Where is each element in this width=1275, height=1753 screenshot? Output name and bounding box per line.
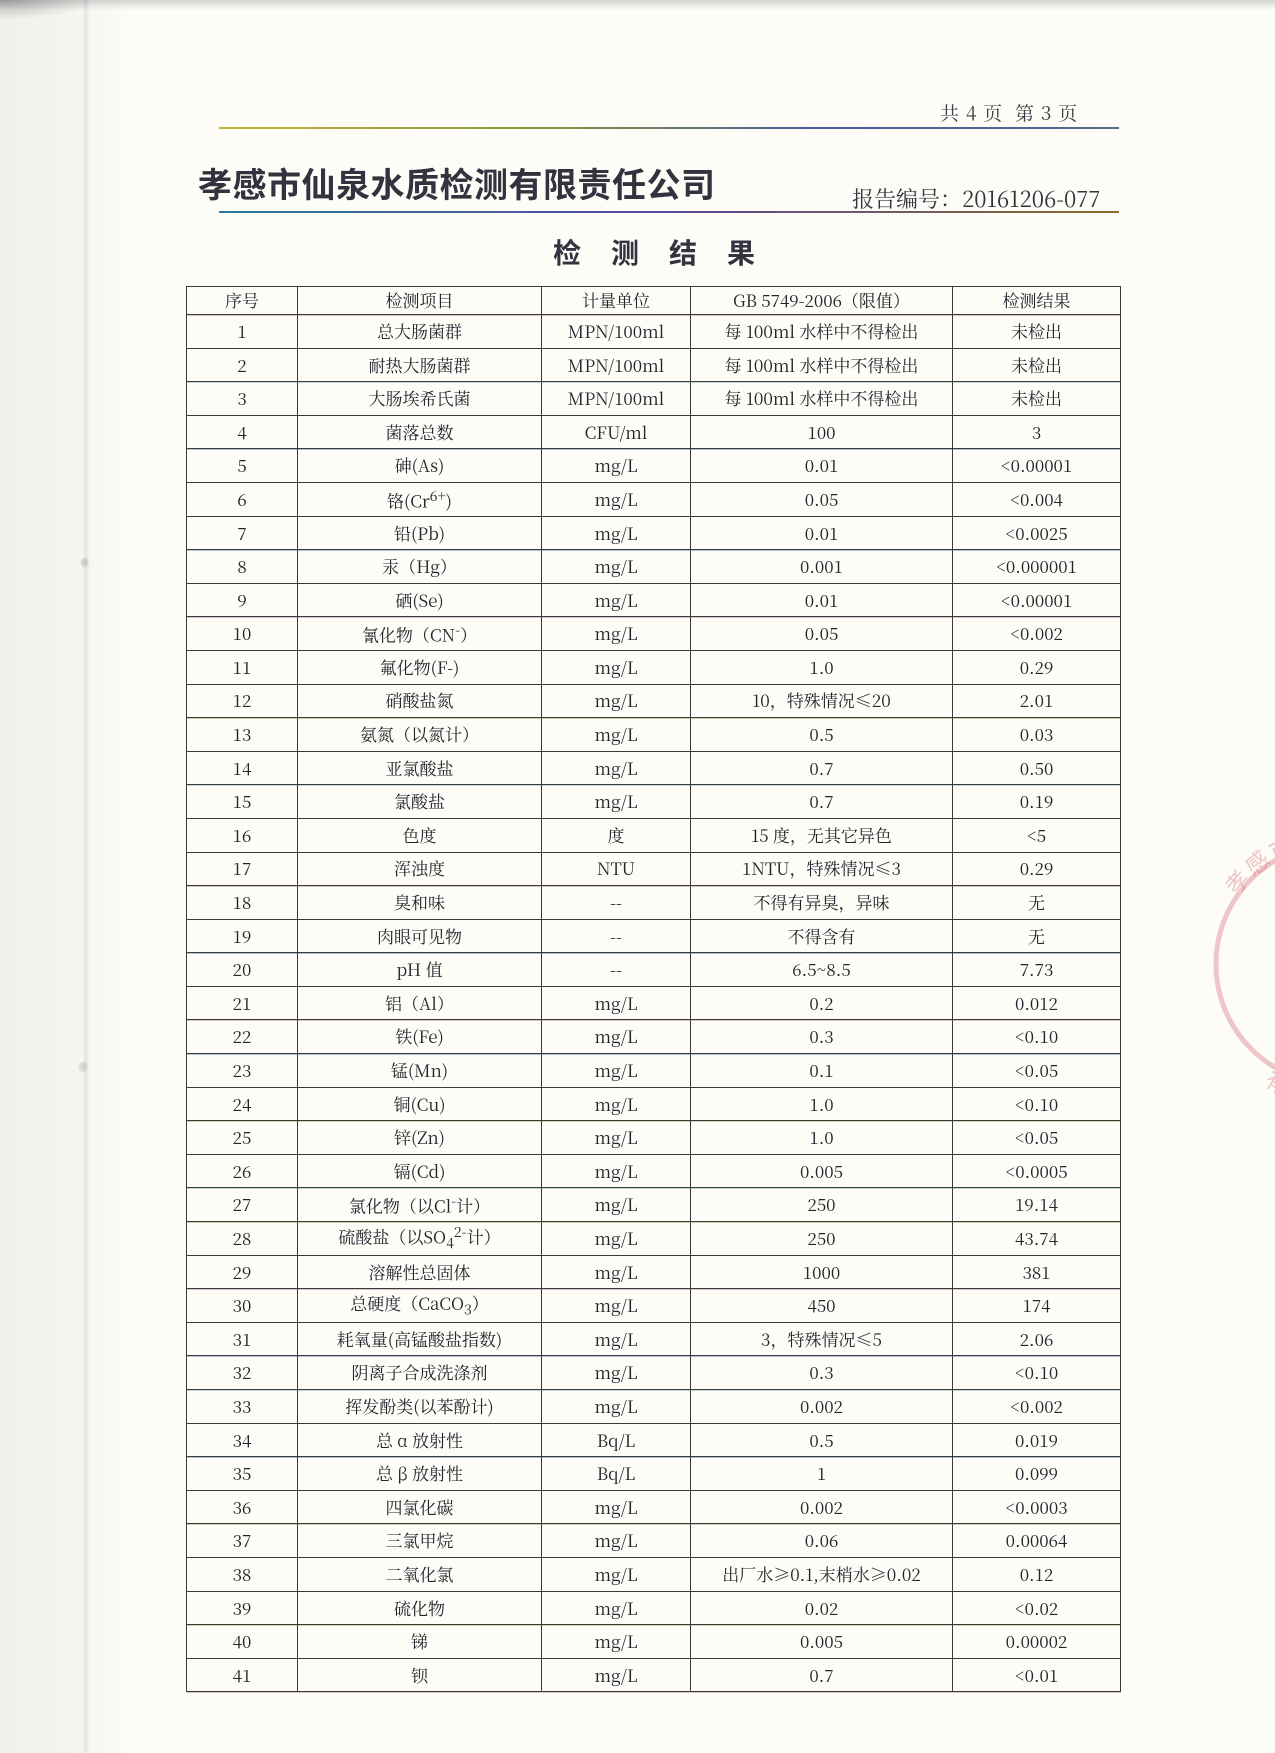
- svg-text:有限责任公司: 有限责任公司: [1259, 1061, 1275, 1116]
- svg-text:孝感市仙泉水质检测: 孝感市仙泉水质检测: [1216, 817, 1275, 901]
